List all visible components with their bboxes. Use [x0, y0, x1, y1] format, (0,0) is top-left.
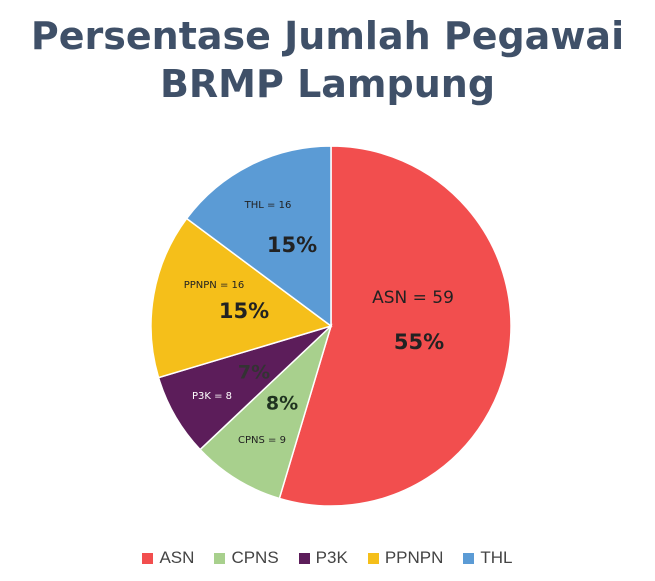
legend-item-thl: THL [463, 548, 513, 568]
legend-label-asn: ASN [159, 548, 195, 567]
pie-slice-cpns [199, 323, 333, 500]
slice-percent-cpns: 8% [266, 393, 298, 415]
chart-title-line-2: BRMP Lampung [159, 62, 496, 106]
slice-percent-p3k: 7% [238, 362, 270, 384]
chart-title: Persentase Jumlah Pegawai BRMP Lampung [0, 12, 655, 108]
slice-label-thl: THL = 16 [244, 200, 292, 211]
slice-percent-thl: 15% [267, 233, 317, 257]
pie-slice-ppnpn [150, 217, 333, 379]
legend-label-thl: THL [480, 548, 513, 567]
legend-swatch-cpns [214, 552, 226, 564]
chart-title-line-1: Persentase Jumlah Pegawai [30, 14, 625, 58]
legend-item-asn: ASN [142, 548, 194, 568]
legend-swatch-asn [142, 552, 154, 564]
slice-percent-asn: 55% [394, 330, 444, 354]
legend-swatch-thl [463, 552, 475, 564]
legend-swatch-ppnpn [367, 552, 379, 564]
slice-percent-ppnpn: 15% [219, 299, 269, 323]
slice-label-cpns: CPNS = 9 [238, 435, 286, 446]
legend-label-cpns: CPNS [231, 548, 279, 567]
legend-label-ppnpn: PPNPN [384, 548, 444, 567]
legend-swatch-p3k [298, 552, 310, 564]
legend-item-cpns: CPNS [214, 548, 279, 568]
slice-label-asn: ASN = 59 [372, 288, 454, 308]
legend-item-p3k: P3K [298, 548, 348, 568]
pie-slice-asn [278, 145, 512, 507]
slice-label-p3k: P3K = 8 [192, 391, 232, 402]
legend-label-p3k: P3K [315, 548, 348, 567]
chart-legend: ASN CPNS P3K PPNPN THL [0, 548, 655, 568]
legend-item-ppnpn: PPNPN [367, 548, 444, 568]
slice-label-ppnpn: PPNPN = 16 [184, 280, 245, 291]
pie-slice-thl [185, 145, 332, 328]
